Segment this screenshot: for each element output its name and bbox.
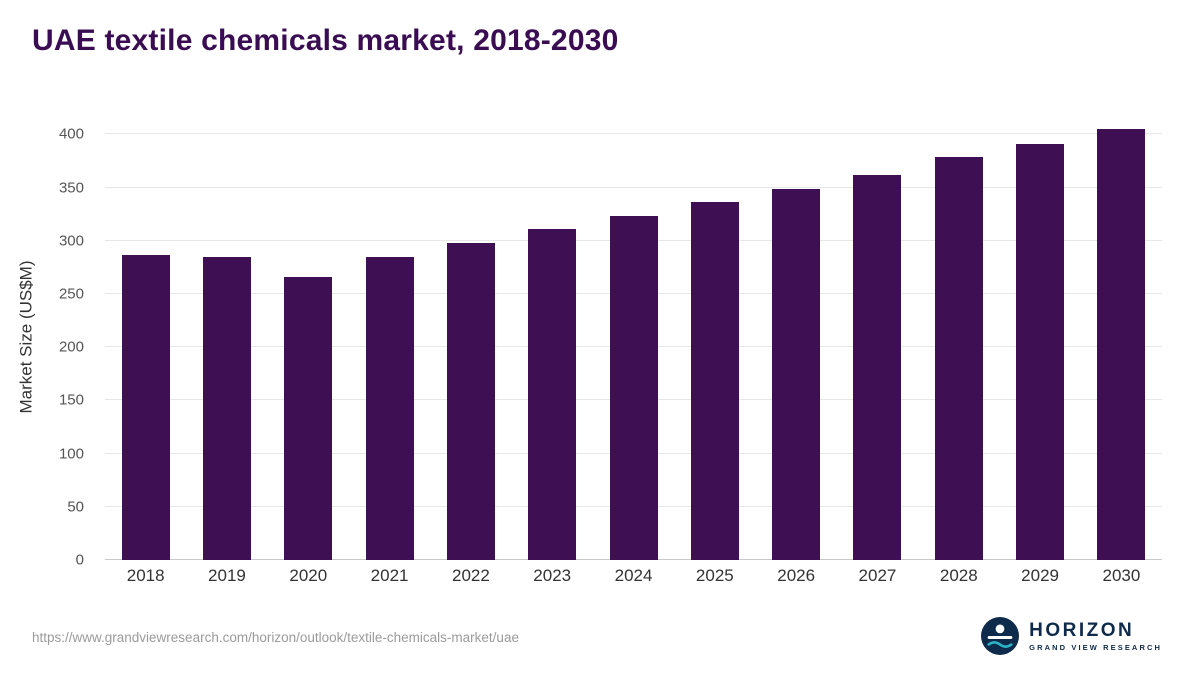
logo-name: HORIZON bbox=[1029, 619, 1135, 641]
bar-2022 bbox=[446, 242, 495, 560]
bar-column-2024 bbox=[593, 113, 674, 560]
y-tick-label-200: 200 bbox=[58, 338, 84, 356]
bar-2030 bbox=[1097, 128, 1146, 560]
bar-2020 bbox=[284, 276, 333, 560]
bar-column-2020 bbox=[268, 113, 349, 560]
x-tick-label-2022: 2022 bbox=[451, 566, 490, 585]
bar-column-2025 bbox=[674, 113, 755, 560]
y-tick-label-350: 350 bbox=[58, 179, 84, 196]
bar-2024 bbox=[609, 216, 658, 560]
brand-logo: HORIZON GRAND VIEW RESEARCH bbox=[981, 617, 1162, 655]
y-tick-label-100: 100 bbox=[58, 445, 84, 463]
gridline-400 bbox=[105, 133, 1162, 135]
horizon-logo-icon bbox=[981, 617, 1020, 655]
gridline-350 bbox=[105, 186, 1162, 188]
x-tick-label-2028: 2028 bbox=[939, 566, 978, 585]
y-tick-label-250: 250 bbox=[58, 285, 84, 303]
bar-2029 bbox=[1016, 143, 1065, 560]
bar-column-2026 bbox=[756, 113, 837, 560]
bar-column-2029 bbox=[999, 113, 1080, 560]
bar-2021 bbox=[365, 256, 414, 560]
x-tick-label-2030: 2030 bbox=[1102, 566, 1141, 585]
bar-2025 bbox=[690, 202, 739, 560]
x-axis: 2018 2019 2020 2021 2022 2023 2024 2025 2026 2027… bbox=[105, 566, 1162, 586]
bar-column-2030 bbox=[1081, 113, 1162, 560]
y-tick-label-0: 0 bbox=[75, 551, 84, 569]
bar-column-2021 bbox=[349, 113, 430, 560]
bar-column-2028 bbox=[918, 113, 999, 560]
x-tick-label-2024: 2024 bbox=[614, 566, 653, 585]
bar-column-2018 bbox=[105, 113, 186, 560]
bar-2023 bbox=[528, 229, 577, 560]
y-axis: 0 50 100 150 200 250 300 350 400 bbox=[0, 113, 98, 569]
bar-column-2023 bbox=[512, 113, 593, 560]
logo-subtitle: GRAND VIEW RESEARCH bbox=[1029, 642, 1162, 652]
chart-title: UAE textile chemicals market, 2018-2030 bbox=[32, 24, 619, 57]
y-tick-label-400: 400 bbox=[58, 125, 84, 143]
plot-area bbox=[105, 113, 1162, 560]
x-tick-label-2026: 2026 bbox=[777, 566, 816, 585]
y-tick-label-50: 50 bbox=[67, 498, 84, 516]
bar-2018 bbox=[121, 254, 170, 560]
bar-2028 bbox=[934, 156, 983, 560]
x-tick-label-2025: 2025 bbox=[695, 566, 734, 585]
bar-2026 bbox=[772, 188, 821, 560]
x-tick-label-2027: 2027 bbox=[858, 566, 897, 585]
y-tick-label-300: 300 bbox=[58, 232, 84, 250]
x-tick-label-2019: 2019 bbox=[208, 566, 246, 585]
x-tick-label-2029: 2029 bbox=[1021, 566, 1059, 585]
bar-column-2027 bbox=[837, 113, 918, 560]
bars bbox=[105, 113, 1162, 560]
x-tick-label-2021: 2021 bbox=[370, 566, 409, 585]
x-tick-label-2023: 2023 bbox=[533, 566, 572, 585]
bar-2019 bbox=[202, 256, 251, 560]
bar-column-2019 bbox=[186, 113, 267, 560]
logo-text: HORIZON GRAND VIEW RESEARCH bbox=[1029, 621, 1162, 652]
y-tick-label-150: 150 bbox=[58, 391, 84, 409]
bar-2027 bbox=[853, 174, 902, 560]
x-tick-label-2018: 2018 bbox=[126, 566, 165, 585]
x-tick-label-2020: 2020 bbox=[289, 566, 328, 585]
source-url: https://www.grandviewresearch.com/horizo… bbox=[32, 630, 519, 645]
bar-column-2022 bbox=[430, 113, 511, 560]
